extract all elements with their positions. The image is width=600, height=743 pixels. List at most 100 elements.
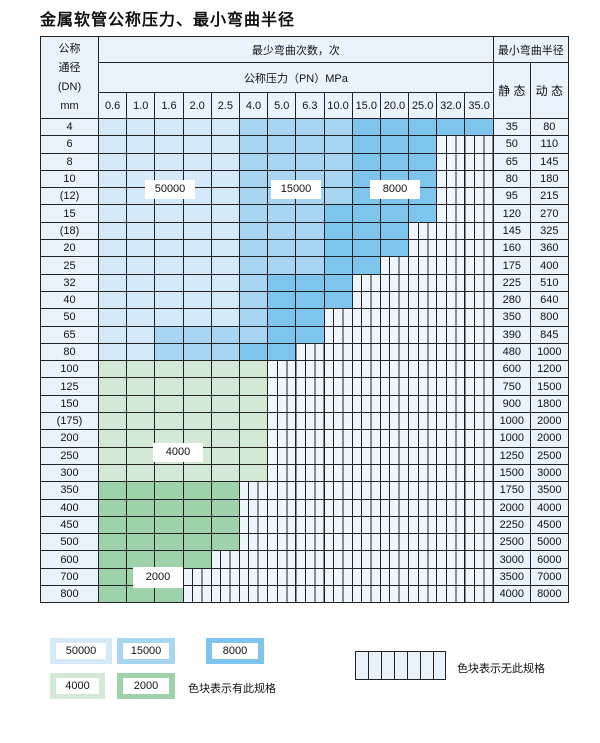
available-cell [210, 204, 240, 223]
available-cell [126, 412, 156, 431]
available-cell [351, 117, 381, 137]
available-cell [210, 429, 240, 448]
table-row: 350 1750 3500 [40, 481, 569, 500]
unavailable-cell [408, 550, 438, 569]
dn-cell: 400 [40, 498, 99, 517]
static-radius-cell: 50 [492, 135, 531, 154]
table-row: 15 120 270 [40, 204, 569, 223]
dynamic-radius-cell: 325 [529, 221, 569, 241]
dn-cell: 32 [40, 273, 99, 292]
pressure-header: 公称压力（PN）MPa [98, 62, 494, 93]
dynamic-radius-cell: 8000 [529, 585, 569, 604]
unavailable-cell [210, 567, 240, 587]
unavailable-cell [436, 550, 466, 569]
available-cell [210, 308, 240, 327]
available-cell [295, 117, 325, 137]
unavailable-cell [379, 446, 410, 465]
available-cell [182, 342, 212, 362]
unavailable-cell [464, 533, 494, 552]
available-cell [97, 221, 128, 241]
dynamic-radius-cell: 845 [529, 325, 569, 344]
available-cell [267, 135, 297, 154]
unavailable-cell [464, 550, 494, 569]
available-cell [210, 325, 240, 344]
unavailable-cell [464, 377, 494, 396]
available-cell [323, 290, 353, 310]
available-cell [379, 221, 410, 241]
table-row: 800 4000 8000 [40, 585, 569, 604]
unavailable-cell [436, 239, 466, 258]
unavailable-cell [295, 463, 325, 483]
unavailable-cell [408, 585, 438, 604]
unavailable-cell [351, 429, 381, 448]
available-cell [182, 360, 212, 379]
available-cell [154, 481, 184, 500]
available-cell [238, 169, 269, 189]
table-row: (18) 145 325 [40, 221, 569, 241]
dynamic-radius-cell: 6000 [529, 550, 569, 569]
available-cell [154, 221, 184, 241]
unavailable-cell [351, 412, 381, 431]
unavailable-cell [323, 463, 353, 483]
available-cell [182, 377, 212, 396]
unavailable-cell [408, 446, 438, 465]
static-radius-cell: 600 [492, 360, 531, 379]
unavailable-cell [323, 429, 353, 448]
available-cell [97, 204, 128, 223]
unavailable-cell [323, 550, 353, 569]
available-cell [379, 117, 410, 137]
available-cell [182, 135, 212, 154]
dn-cell: (18) [40, 221, 99, 241]
unavailable-cell [436, 290, 466, 310]
available-cell [97, 481, 128, 500]
unavailable-cell [436, 515, 466, 535]
unavailable-cell [464, 187, 494, 206]
dynamic-radius-cell: 510 [529, 273, 569, 292]
unavailable-cell [379, 273, 410, 292]
unavailable-cell [182, 585, 212, 604]
unavailable-cell [408, 412, 438, 431]
unavailable-cell [351, 515, 381, 535]
unavailable-cell [351, 273, 381, 292]
dn-cell: 450 [40, 515, 99, 535]
unavailable-cell [379, 550, 410, 569]
available-cell [182, 290, 212, 310]
pressure-col-header: 1.0 [126, 92, 156, 119]
unavailable-cell [267, 412, 297, 431]
unavailable-cell [408, 394, 438, 414]
available-cell [408, 135, 438, 154]
available-cell [351, 135, 381, 154]
static-radius-cell: 120 [492, 204, 531, 223]
unavailable-cell [351, 342, 381, 362]
table-row: 700 3500 7000 [40, 567, 569, 587]
available-cell [295, 135, 325, 154]
available-cell [154, 498, 184, 517]
unavailable-cell [267, 533, 297, 552]
unavailable-cell [351, 325, 381, 344]
region-label-8000: 8000 [370, 180, 420, 199]
static-radius-cell: 1000 [492, 429, 531, 448]
table-row: 125 750 1500 [40, 377, 569, 396]
unavailable-cell [464, 256, 494, 275]
static-radius-cell: 3500 [492, 567, 531, 587]
dynamic-radius-cell: 2000 [529, 429, 569, 448]
available-cell [210, 239, 240, 258]
static-radius-cell: 3000 [492, 550, 531, 569]
table-row: 200 1000 2000 [40, 429, 569, 448]
available-cell [295, 290, 325, 310]
available-cell [408, 117, 438, 137]
pressure-col-header: 2.5 [210, 92, 240, 119]
available-cell [182, 256, 212, 275]
available-cell [210, 135, 240, 154]
unavailable-cell [436, 135, 466, 154]
available-cell [267, 342, 297, 362]
legend-8000: 8000 [206, 638, 264, 664]
unavailable-cell [351, 394, 381, 414]
available-cell [97, 290, 128, 310]
available-cell [97, 187, 128, 206]
unavailable-cell [408, 567, 438, 587]
available-cell [182, 204, 212, 223]
table-row: 450 2250 4500 [40, 515, 569, 535]
available-cell [126, 463, 156, 483]
unavailable-cell [436, 429, 466, 448]
